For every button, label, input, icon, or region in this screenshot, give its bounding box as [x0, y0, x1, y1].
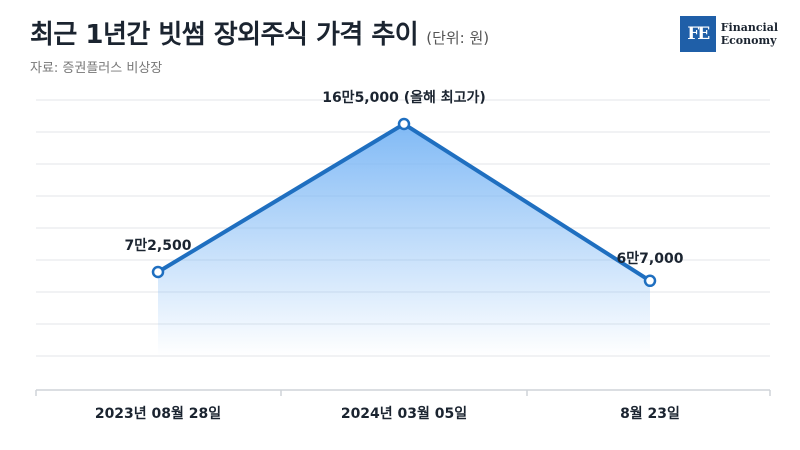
data-point [397, 117, 411, 131]
chart-title: 최근 1년간 빗썸 장외주식 가격 추이 [30, 20, 419, 50]
data-label: 7만2,500 [125, 238, 192, 254]
data-label: 6만7,000 [617, 251, 684, 267]
logo-line-1: Financial [720, 21, 778, 34]
x-tick-label: 2023년 08월 28일 [95, 405, 221, 422]
data-point [151, 265, 165, 279]
data-label: 16만5,000 (올해 최고가) [322, 89, 486, 106]
logo-mark: FE [679, 16, 716, 52]
x-tick-label: 2024년 03월 05일 [341, 405, 467, 422]
x-tick-label: 8월 23일 [620, 405, 680, 422]
price-area [158, 124, 650, 356]
data-point [643, 274, 657, 288]
source-label: 자료: 증권플러스 비상장 [30, 61, 163, 76]
chart-header: 최근 1년간 빗썸 장외주식 가격 추이 (단위: 원) 자료: 증권플러스 비… [30, 14, 489, 76]
unit-label: (단위: 원) [426, 29, 490, 47]
brand-logo: FE Financial Economy [679, 16, 778, 52]
logo-line-2: Economy [720, 34, 777, 47]
